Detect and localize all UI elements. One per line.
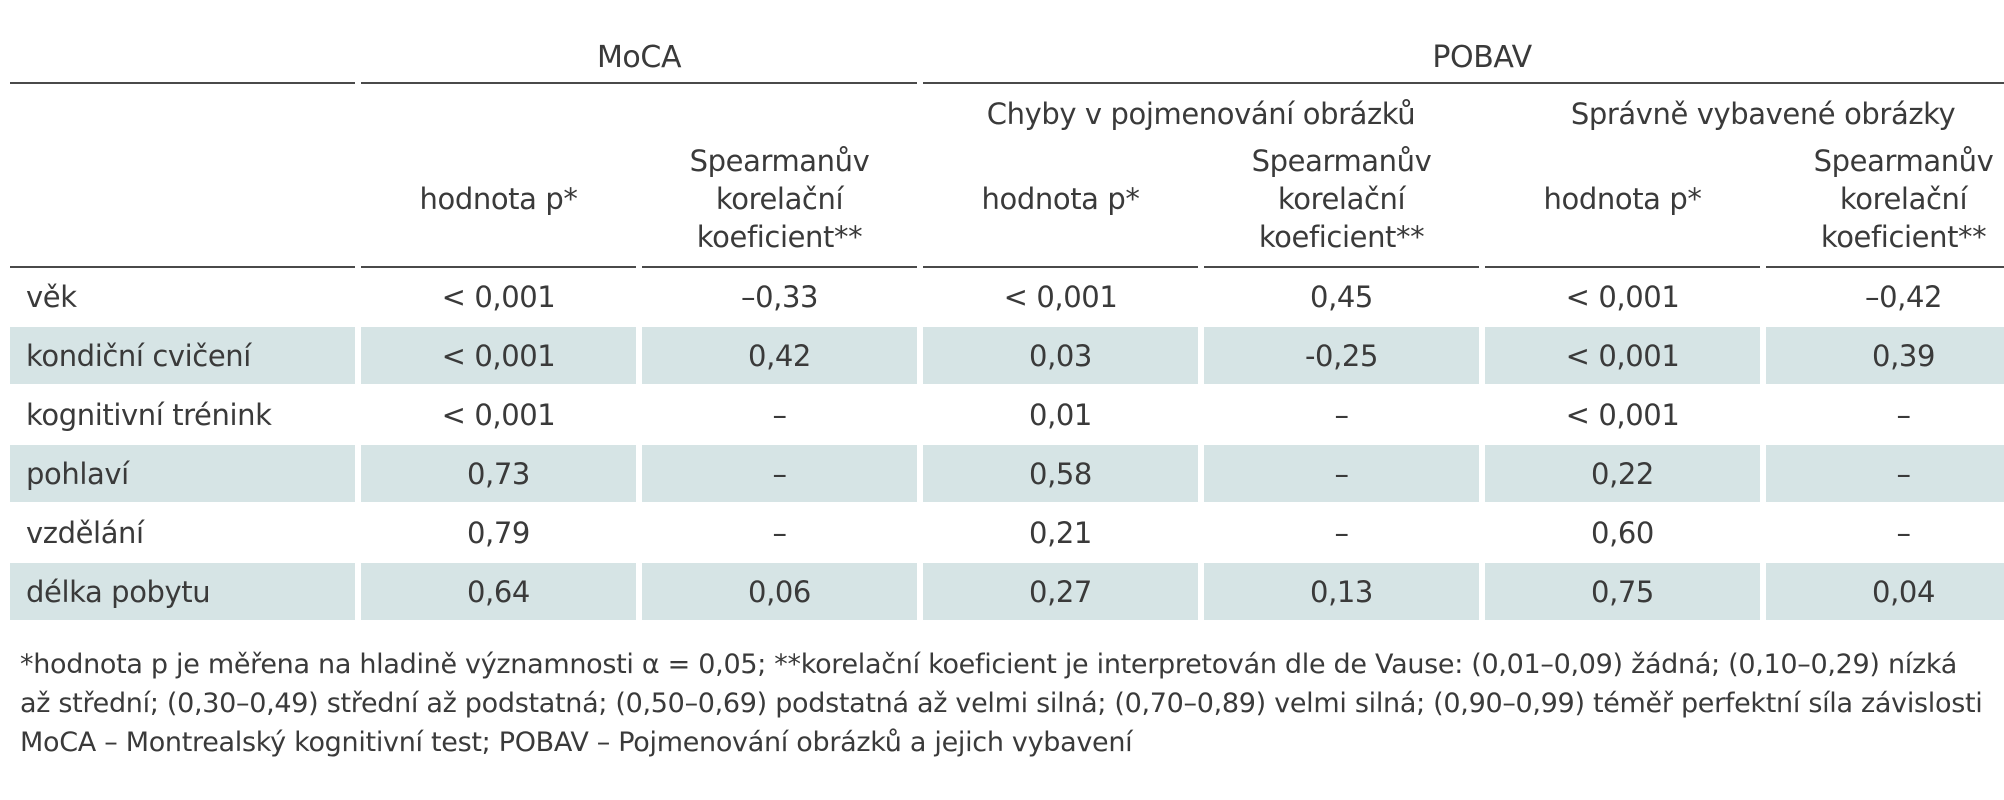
- table-cell: 0,42: [642, 327, 918, 386]
- group-header-moca: MoCA: [361, 32, 918, 84]
- table-cell: –: [1766, 445, 2004, 504]
- row-label: vzdělání: [10, 504, 355, 563]
- sub-header-chyby: Chyby v pojmenování obrázků: [986, 97, 1416, 131]
- col-header-p-value: hodnota p*: [1485, 136, 1761, 268]
- table-cell: < 0,001: [923, 268, 1199, 327]
- table-cell: –: [642, 386, 918, 445]
- col-header-p-value: hodnota p*: [923, 136, 1199, 268]
- table-cell: –: [642, 445, 918, 504]
- table-body: věk < 0,001 –0,33 < 0,001 0,45 < 0,001 –…: [10, 268, 2004, 622]
- footnote-line: až střední; (0,30–0,49) střední až podst…: [20, 688, 1983, 719]
- table-row: délka pobytu 0,64 0,06 0,27 0,13 0,75 0,…: [10, 563, 2004, 622]
- table-cell: 0,21: [923, 504, 1199, 563]
- row-label: délka pobytu: [10, 563, 355, 622]
- footnote-abbreviations: MoCA – Montrealský kognitivní test; POBA…: [20, 727, 1133, 758]
- table-cell: 0,04: [1766, 563, 2004, 622]
- row-label: věk: [10, 268, 355, 327]
- table-cell: 0,39: [1766, 327, 2004, 386]
- group-header-pobav: POBAV: [923, 32, 2004, 84]
- table-cell: 0,03: [923, 327, 1199, 386]
- row-label: kognitivní trénink: [10, 386, 355, 445]
- table-cell: < 0,001: [361, 327, 636, 386]
- row-label: pohlaví: [10, 445, 355, 504]
- col-header-spearman: Spearmanův korelační koeficient**: [1766, 136, 2004, 268]
- footnotes: *hodnota p je měřena na hladině významno…: [20, 645, 1990, 762]
- table-cell: –: [1204, 386, 1480, 445]
- table-cell: 0,79: [361, 504, 636, 563]
- table-cell: –: [1204, 504, 1480, 563]
- table-cell: –: [642, 504, 918, 563]
- table-cell: 0,75: [1485, 563, 1761, 622]
- table-cell: –0,33: [642, 268, 918, 327]
- table-cell: < 0,001: [361, 386, 636, 445]
- col-header-spearman: Spearmanův korelační koeficient**: [642, 136, 918, 268]
- table-cell: 0,27: [923, 563, 1199, 622]
- footnote-line: *hodnota p je měřena na hladině významno…: [20, 649, 1957, 680]
- row-label: kondiční cvičení: [10, 327, 355, 386]
- table-row: vzdělání 0,79 – 0,21 – 0,60 –: [10, 504, 2004, 563]
- table-cell: 0,06: [642, 563, 918, 622]
- table-cell: < 0,001: [1485, 386, 1761, 445]
- table-row: věk < 0,001 –0,33 < 0,001 0,45 < 0,001 –…: [10, 268, 2004, 327]
- table-cell: –0,42: [1766, 268, 2004, 327]
- sub-header-spravne: Správně vybavené obrázky: [1570, 97, 1956, 131]
- table-row: kondiční cvičení < 0,001 0,42 0,03 -0,25…: [10, 327, 2004, 386]
- table-cell: < 0,001: [1485, 268, 1761, 327]
- table-row: kognitivní trénink < 0,001 – 0,01 – < 0,…: [10, 386, 2004, 445]
- col-header-p-value: hodnota p*: [361, 136, 636, 268]
- table-header: MoCA POBAV Chyby v pojmenování obrázků S…: [10, 32, 2004, 268]
- table-cell: 0,60: [1485, 504, 1761, 563]
- results-table: MoCA POBAV Chyby v pojmenování obrázků S…: [4, 32, 2004, 622]
- col-header-spearman: Spearmanův korelační koeficient**: [1204, 136, 1480, 268]
- table-row: pohlaví 0,73 – 0,58 – 0,22 –: [10, 445, 2004, 504]
- table-cell: 0,22: [1485, 445, 1761, 504]
- table-cell: < 0,001: [361, 268, 636, 327]
- table-cell: 0,58: [923, 445, 1199, 504]
- table-cell: –: [1766, 504, 2004, 563]
- table-cell: 0,13: [1204, 563, 1480, 622]
- header-empty: [10, 32, 355, 84]
- table-cell: -0,25: [1204, 327, 1480, 386]
- table-cell: –: [1766, 386, 2004, 445]
- table-cell: 0,73: [361, 445, 636, 504]
- table-cell: 0,64: [361, 563, 636, 622]
- table-cell: 0,01: [923, 386, 1199, 445]
- table-cell: –: [1204, 445, 1480, 504]
- table-cell: 0,45: [1204, 268, 1480, 327]
- table-cell: < 0,001: [1485, 327, 1761, 386]
